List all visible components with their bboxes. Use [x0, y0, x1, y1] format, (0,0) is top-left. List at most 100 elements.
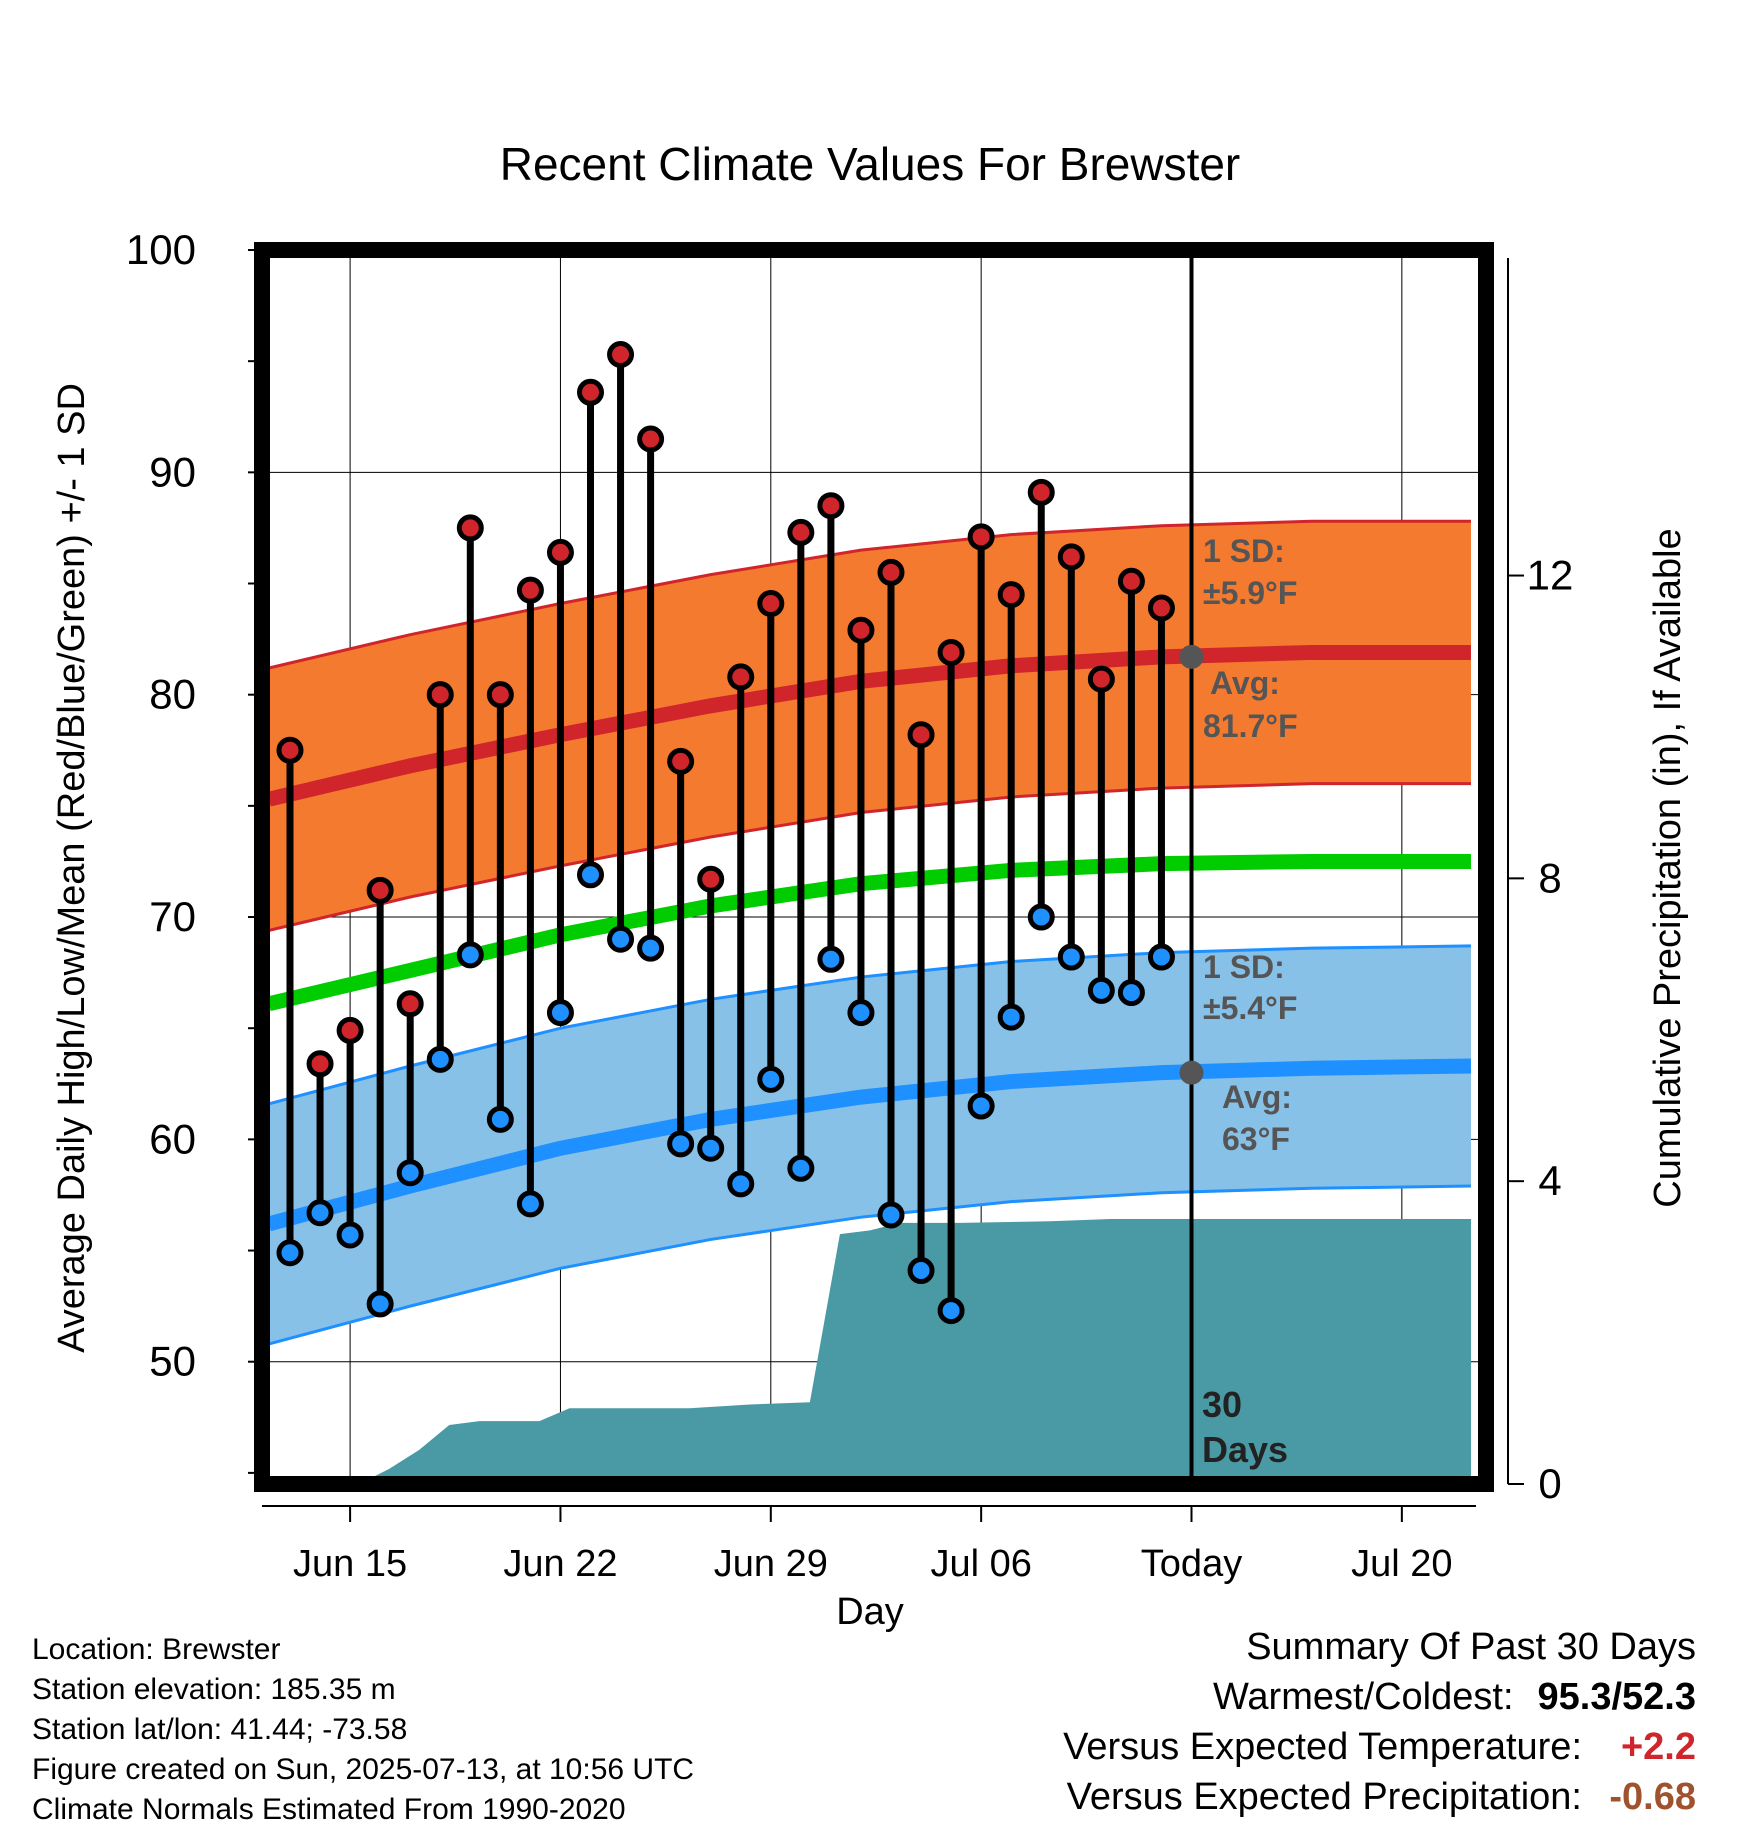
low-point: [456, 941, 484, 969]
right-axis: 0 4 8 12: [1507, 258, 1573, 1507]
y2-tick-label: 4: [1538, 1157, 1561, 1204]
y-tick-label: 50: [149, 1338, 196, 1385]
high-point: [456, 514, 484, 542]
days-label: Days: [1202, 1429, 1288, 1470]
high-point: [516, 576, 544, 604]
low-point: [937, 1297, 965, 1325]
high-point: [486, 681, 514, 709]
high-sd-value: ±5.9°F: [1203, 575, 1297, 611]
low-point: [967, 1092, 995, 1120]
high-point: [757, 590, 785, 618]
high-point: [607, 341, 635, 369]
low-point: [546, 999, 574, 1027]
low-point: [1087, 976, 1115, 1004]
location-text: Location: Brewster: [32, 1633, 281, 1666]
normals-text: Climate Normals Estimated From 1990-2020: [32, 1793, 626, 1826]
x-tick-label: Today: [1141, 1543, 1242, 1585]
high-sd-title: 1 SD:: [1203, 533, 1285, 569]
low-point: [396, 1159, 424, 1187]
high-point: [637, 425, 665, 453]
high-sd-band: [268, 521, 1471, 931]
high-point: [1087, 665, 1115, 693]
summary-temp-row: Versus Expected Temperature: +2.2: [1063, 1722, 1696, 1772]
low-point: [877, 1201, 905, 1229]
y2-tick-label: 8: [1538, 854, 1561, 901]
low-sd-title: 1 SD:: [1203, 949, 1285, 985]
high-point: [1147, 594, 1175, 622]
y-tick-label: 90: [149, 448, 196, 495]
high-point: [336, 1016, 364, 1044]
latlon-text: Station lat/lon: 41.44; -73.58: [32, 1713, 408, 1746]
normal-low-line: [267, 1058, 1472, 1232]
high-point: [937, 638, 965, 666]
high-point: [396, 990, 424, 1018]
high-point: [577, 378, 604, 406]
x-tick-label: Jul 20: [1351, 1543, 1452, 1585]
low-point: [1057, 943, 1085, 971]
low-point: [727, 1170, 755, 1198]
daily-observations: [276, 341, 1175, 1325]
high-point: [1117, 567, 1145, 595]
low-point: [577, 861, 604, 889]
high-point: [727, 663, 755, 691]
y2-tick-label: 0: [1538, 1460, 1561, 1507]
low-point: [1147, 943, 1175, 971]
bottom-axis: Jun 15 Jun 22 Jun 29 Jul 06 Today Jul 20: [262, 1505, 1476, 1585]
low-point: [1027, 903, 1055, 931]
annotations: 1 SD: ±5.9°F Avg: 81.7°F 1 SD: ±5.4°F Avg: 63°F…: [1202, 533, 1298, 1470]
y-tick-label: 80: [149, 671, 196, 718]
y-tick-label: 60: [149, 1115, 196, 1162]
precip-area: [268, 1219, 1471, 1484]
low-point: [907, 1257, 935, 1285]
low-point: [336, 1221, 364, 1249]
plot-area: [267, 519, 1472, 1484]
high-point: [907, 721, 935, 749]
low-point: [1117, 979, 1145, 1007]
low-point: [426, 1045, 454, 1073]
x-tick-label: Jun 15: [293, 1543, 407, 1585]
low-point: [276, 1239, 304, 1267]
temp-label: Versus Expected Temperature:: [1063, 1726, 1582, 1768]
low-sd-lower-line: [268, 1184, 1471, 1346]
summary-title: Summary Of Past 30 Days: [1246, 1626, 1696, 1668]
low-point: [697, 1134, 725, 1162]
warm-cold-value: 95.3/52.3: [1537, 1676, 1696, 1718]
low-point: [847, 999, 875, 1027]
x-axis-label: Day: [836, 1591, 904, 1633]
chart-title: Recent Climate Values For Brewster: [500, 138, 1241, 190]
today-low-avg-marker: [1179, 1060, 1204, 1085]
high-point: [967, 523, 995, 551]
low-point: [817, 945, 845, 973]
days-count: 30: [1202, 1384, 1242, 1425]
low-avg-value: 63°F: [1222, 1121, 1290, 1157]
precip-value: -0.68: [1609, 1776, 1696, 1818]
high-point: [546, 538, 574, 566]
today-high-avg-marker: [1179, 644, 1204, 669]
high-point: [426, 681, 454, 709]
summary-warm-cold-row: Warmest/Coldest: 95.3/52.3: [1063, 1672, 1696, 1722]
station-info: Location: Brewster Station elevation: 18…: [32, 1630, 694, 1830]
high-avg-value: 81.7°F: [1203, 708, 1298, 744]
precip-label: Versus Expected Precipitation:: [1066, 1776, 1582, 1818]
high-point: [697, 865, 725, 893]
created-text: Figure created on Sun, 2025-07-13, at 10…: [32, 1753, 695, 1786]
low-point: [787, 1154, 815, 1182]
high-point: [817, 492, 845, 520]
y-tick-label: 70: [149, 893, 196, 940]
low-point: [306, 1199, 334, 1227]
y-axis-label: Average Daily High/Low/Mean (Red/Blue/Gr…: [51, 383, 93, 1353]
low-point: [607, 925, 635, 953]
high-point: [276, 736, 304, 764]
high-point: [667, 747, 695, 775]
x-tick-label: Jun 29: [714, 1543, 828, 1585]
summary-precip-row: Versus Expected Precipitation: -0.68: [1063, 1772, 1696, 1822]
high-avg-title: Avg:: [1210, 665, 1280, 701]
temp-value: +2.2: [1620, 1726, 1696, 1768]
low-point: [637, 934, 665, 962]
low-point: [486, 1105, 514, 1133]
x-tick-label: Jul 06: [930, 1543, 1031, 1585]
low-point: [997, 1003, 1025, 1031]
high-point: [306, 1050, 334, 1078]
y2-axis-label: Cumulative Precipitation (in), If Availa…: [1647, 528, 1689, 1207]
